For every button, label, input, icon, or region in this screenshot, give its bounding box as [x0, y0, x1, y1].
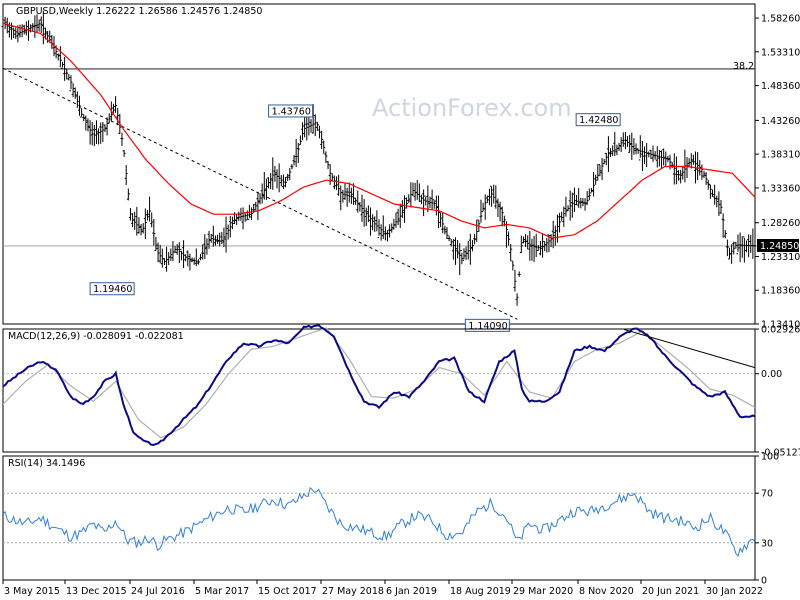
price-axis-tick-label: 1.23310: [761, 252, 800, 263]
fib-label: 38.2: [733, 61, 754, 72]
rsi-frame: [2, 455, 756, 581]
rsi-title: RSI(14) 34.1496: [8, 458, 85, 469]
time-tick-label: 27 May 2018: [322, 586, 384, 597]
price-axis-tick-label: 1.43260: [761, 116, 800, 127]
price-axis-tick-label: 1.18360: [761, 286, 800, 297]
time-tick-label: 29 Mar 2020: [513, 586, 573, 597]
price-axis-tick-label: 1.48360: [761, 81, 800, 92]
price-pane: 1.58260 1.53310 1.48360 1.43260 1.38310 1.333…: [1, 3, 800, 332]
time-tick-label: 5 Mar 2017: [195, 586, 249, 597]
macd-pane: 0.029261 0.00 -0.051279: [2, 324, 800, 458]
time-tick-label: 8 Nov 2020: [579, 586, 634, 597]
time-tick-label: 13 Dec 2015: [66, 586, 127, 597]
price-annotation-box: [575, 113, 621, 127]
time-tick-label: 3 May 2015: [4, 586, 60, 597]
time-tick-label: 20 Jun 2021: [642, 586, 699, 597]
price-axis-tick-label: 1.38310: [761, 150, 800, 161]
moving-average-line: [2, 22, 756, 239]
current-price-tag: [757, 239, 799, 252]
price-axis-tick-label: 1.53310: [761, 47, 800, 58]
macd-axis-tick-label: 0.00: [761, 369, 782, 380]
price-annotation-label: 1.19460: [93, 284, 132, 295]
macd-line: [2, 324, 756, 447]
time-tick-label: 15 Oct 2017: [258, 586, 317, 597]
time-tick-label: 6 Jan 2019: [386, 586, 437, 597]
macd-frame: [2, 328, 756, 453]
price-axis-tick-label: 1.13410: [761, 320, 800, 331]
price-annotation-label: 1.14090: [468, 321, 507, 332]
time-axis: 3 May 2015 13 Dec 2015 24 Jul 2016 5 Mar 20…: [2, 580, 763, 597]
rsi-axis-tick-label: 70: [761, 489, 773, 500]
macd-axis-tick-label: 0.029261: [761, 325, 800, 336]
current-price-label: 1.24850: [760, 241, 799, 252]
rsi-pane: 100 70 30 0: [2, 452, 779, 587]
macd-trendline: [624, 328, 756, 369]
price-axis-tick-label: 1.58260: [761, 14, 800, 25]
chart-header: GBPUSD,Weekly 1.26222 1.26586 1.24576 1.…: [16, 6, 262, 17]
macd-signal-line: [2, 327, 756, 439]
price-axis-tick-label: 1.33360: [761, 183, 800, 194]
time-tick-label: 18 Aug 2019: [450, 586, 511, 597]
price-annotation-box: [464, 318, 510, 332]
price-annotation-label: 1.43760: [272, 106, 311, 117]
time-tick-label: 30 Jan 2022: [706, 586, 763, 597]
price-annotation-box: [89, 282, 135, 296]
price-axis-tick-label: 1.28260: [761, 218, 800, 229]
rsi-axis-tick-label: 30: [761, 538, 773, 549]
macd-title: MACD(12,26,9) -0.028091 -0.022081: [8, 331, 184, 342]
watermark: ActionForex.com: [372, 94, 572, 122]
rsi-axis-tick-label: 0: [761, 576, 767, 587]
price-annotation-box: [268, 104, 314, 118]
price-trendline: [2, 67, 518, 320]
rsi-line: [2, 486, 756, 558]
macd-axis-tick-label: -0.051279: [761, 447, 800, 458]
price-annotation-label: 1.42480: [579, 115, 618, 126]
rsi-axis-tick-label: 100: [761, 452, 779, 463]
time-tick-label: 24 Jul 2016: [131, 586, 185, 597]
